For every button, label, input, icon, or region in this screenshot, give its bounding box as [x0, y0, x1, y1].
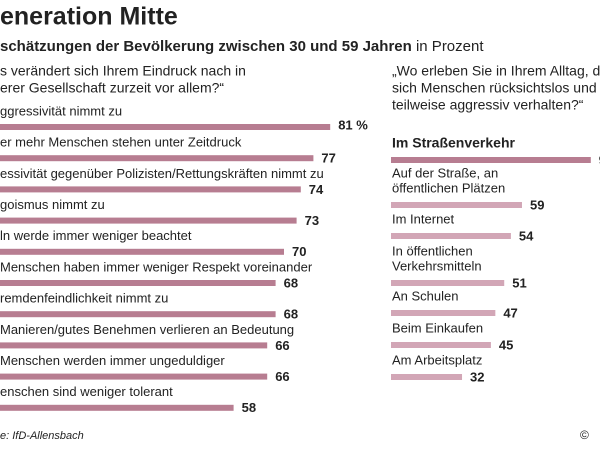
- subtitle: schätzungen der Bevölkerung zwischen 30 …: [0, 38, 484, 55]
- question: teilweise aggressiv verhalten?“: [392, 97, 584, 113]
- value-label: 59: [530, 197, 544, 212]
- value-label: 73: [305, 213, 319, 228]
- question: s verändert sich Ihrem Eindruck nach in: [0, 63, 246, 79]
- bar: [0, 373, 268, 380]
- value-label: 47: [503, 305, 517, 320]
- category-label: Manieren/gutes Benehmen verlieren an Bed…: [0, 322, 294, 337]
- value-label: 77: [321, 151, 335, 166]
- bar: [391, 310, 496, 316]
- source: e: IfD-Allensbach: [0, 430, 84, 442]
- bar: [391, 233, 511, 239]
- category-label: Am Arbeitsplatz: [392, 352, 482, 367]
- bar: [391, 374, 463, 380]
- category-label: Menschen werden immer ungeduldiger: [0, 353, 225, 368]
- bar: [0, 342, 268, 349]
- value-label: 54: [519, 228, 534, 243]
- value-label: 66: [275, 369, 289, 384]
- category-label: In öffentlichen: [392, 243, 473, 258]
- category-label: Im Internet: [392, 211, 455, 226]
- bar: [391, 342, 491, 348]
- bar: [0, 186, 301, 193]
- category-label: An Schulen: [392, 288, 459, 303]
- category-label: Beim Einkaufen: [392, 320, 483, 335]
- category-label: Verkehrsmitteln: [392, 258, 482, 273]
- category-label: ln werde immer weniger beachtet: [0, 228, 192, 243]
- question: sich Menschen rücksichtslos und: [392, 80, 597, 96]
- bar: [0, 311, 276, 318]
- category-label: ggressivität nimmt zu: [0, 103, 122, 118]
- value-label: 45: [499, 337, 513, 352]
- category-label: öffentlichen Plätzen: [392, 180, 505, 195]
- subtitle-main: schätzungen der Bevölkerung zwischen 30 …: [0, 38, 412, 55]
- question: erer Gesellschaft zurzeit vor allem?“: [0, 80, 224, 96]
- category-label: goismus nimmt zu: [0, 197, 105, 212]
- value-label: 51: [512, 275, 526, 290]
- bar: [0, 248, 284, 255]
- bar: [0, 155, 314, 162]
- category-label: Menschen haben immer weniger Respekt vor…: [0, 259, 313, 274]
- title: eneration Mitte: [0, 3, 178, 31]
- bar: [391, 202, 522, 208]
- value-label: 70: [292, 244, 306, 259]
- value-label: 66: [275, 338, 289, 353]
- value-label: 58: [242, 400, 256, 415]
- category-label: essivität gegenüber Polizisten/Rettungsk…: [0, 166, 324, 181]
- subtitle-unit: in Prozent: [416, 38, 484, 55]
- value-label: 81 %: [338, 117, 368, 132]
- value-label: 74: [309, 182, 324, 197]
- credit: ©: [580, 428, 589, 442]
- bar: [0, 404, 234, 411]
- bar: [0, 124, 331, 130]
- category-label: Auf der Straße, an: [392, 165, 498, 180]
- value-label: 68: [284, 307, 298, 322]
- category-label: remdenfeindlichkeit nimmt zu: [0, 291, 168, 306]
- bar: [391, 280, 505, 286]
- value-label: 32: [470, 369, 484, 384]
- category-label: Im Straßenverkehr: [392, 135, 515, 151]
- value-label: 68: [284, 275, 298, 290]
- bar: [391, 157, 591, 163]
- bar: [0, 217, 297, 224]
- value-label: 90: [599, 152, 600, 167]
- bar: [0, 280, 276, 286]
- question: „Wo erleben Sie in Ihrem Alltag, dass: [392, 63, 600, 79]
- category-label: er mehr Menschen stehen unter Zeitdruck: [0, 135, 242, 150]
- category-label: enschen sind weniger tolerant: [0, 384, 173, 399]
